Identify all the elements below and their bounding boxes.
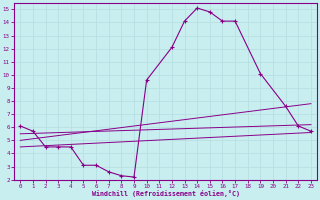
X-axis label: Windchill (Refroidissement éolien,°C): Windchill (Refroidissement éolien,°C) xyxy=(92,190,240,197)
